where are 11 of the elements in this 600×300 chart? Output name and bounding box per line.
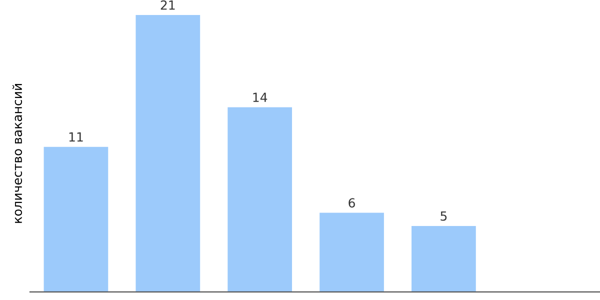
data-label: 21 bbox=[160, 0, 175, 10]
data-label: 6 bbox=[348, 198, 355, 208]
data-label: 11 bbox=[69, 132, 83, 142]
y-axis-title: количество вакансий bbox=[12, 84, 22, 223]
bar bbox=[228, 107, 292, 292]
bar bbox=[136, 15, 200, 292]
bar bbox=[44, 146, 108, 292]
data-label: 14 bbox=[253, 92, 268, 102]
data-label: 5 bbox=[440, 211, 447, 221]
bar bbox=[320, 212, 384, 292]
bar bbox=[412, 226, 476, 292]
